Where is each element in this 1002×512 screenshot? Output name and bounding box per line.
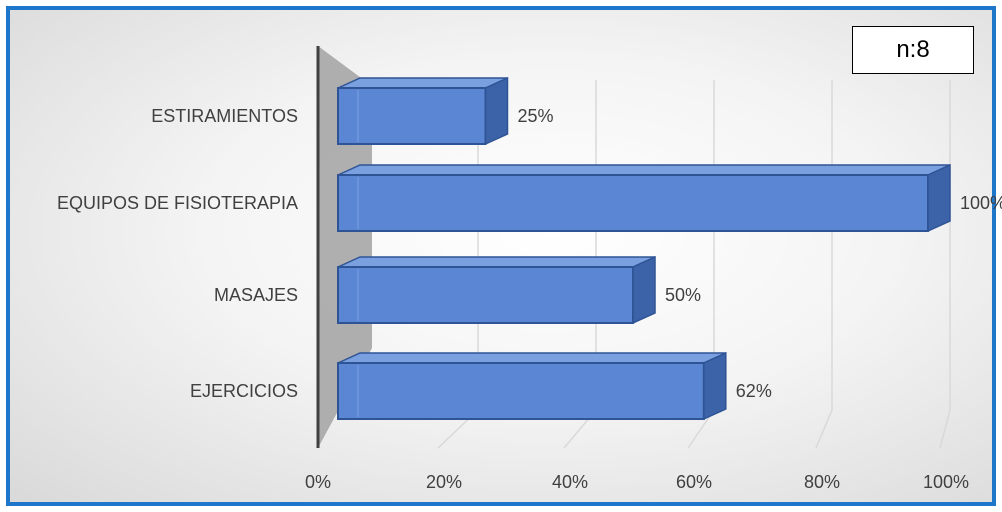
category-label: ESTIRAMIENTOS bbox=[151, 106, 298, 126]
category-label: EJERCICIOS bbox=[190, 381, 298, 401]
data-label: 50% bbox=[665, 285, 701, 305]
bar-top-face bbox=[337, 77, 508, 89]
x-tick-label: 60% bbox=[676, 472, 712, 492]
bar-1 bbox=[337, 76, 509, 146]
x-tick-labels: 0% 20% 40% 60% 80% 100% bbox=[305, 472, 969, 492]
data-labels: 25% 100% 50% 62% bbox=[518, 106, 1002, 401]
bar-top-face bbox=[337, 352, 727, 364]
x-tick-label: 40% bbox=[552, 472, 588, 492]
data-label: 62% bbox=[736, 381, 772, 401]
side-wall bbox=[318, 46, 372, 448]
floor-line-80 bbox=[815, 409, 833, 449]
bar-side-face bbox=[484, 76, 509, 146]
bar-front-face bbox=[337, 87, 487, 145]
category-label: EQUIPOS DE FISIOTERAPIA bbox=[57, 193, 298, 213]
bar-side-face bbox=[703, 351, 727, 421]
x-tick-label: 0% bbox=[305, 472, 331, 492]
x-tick-label: 80% bbox=[804, 472, 840, 492]
bar-side-face bbox=[632, 255, 656, 325]
bar-4 bbox=[337, 351, 727, 421]
bar-front-face bbox=[337, 362, 705, 420]
bar-top-face bbox=[337, 256, 656, 268]
bar-front-face bbox=[337, 174, 929, 232]
data-label: 25% bbox=[518, 106, 554, 126]
bar-3 bbox=[337, 255, 656, 325]
bar-front-face bbox=[337, 266, 634, 324]
data-label: 100% bbox=[960, 193, 1002, 213]
chart-back-wall bbox=[316, 46, 372, 448]
bar-top-face bbox=[337, 164, 951, 176]
bars bbox=[337, 76, 951, 421]
category-label: MASAJES bbox=[214, 285, 298, 305]
category-labels: ESTIRAMIENTOS EQUIPOS DE FISIOTERAPIA MASA… bbox=[57, 106, 298, 401]
x-tick-label: 100% bbox=[923, 472, 969, 492]
x-tick-label: 20% bbox=[426, 472, 462, 492]
sample-size-note: n:8 bbox=[852, 26, 974, 74]
bar-2 bbox=[337, 163, 951, 233]
sample-size-text: n:8 bbox=[896, 36, 930, 63]
floor-line-100 bbox=[939, 409, 951, 449]
bar-side-face bbox=[927, 163, 951, 233]
